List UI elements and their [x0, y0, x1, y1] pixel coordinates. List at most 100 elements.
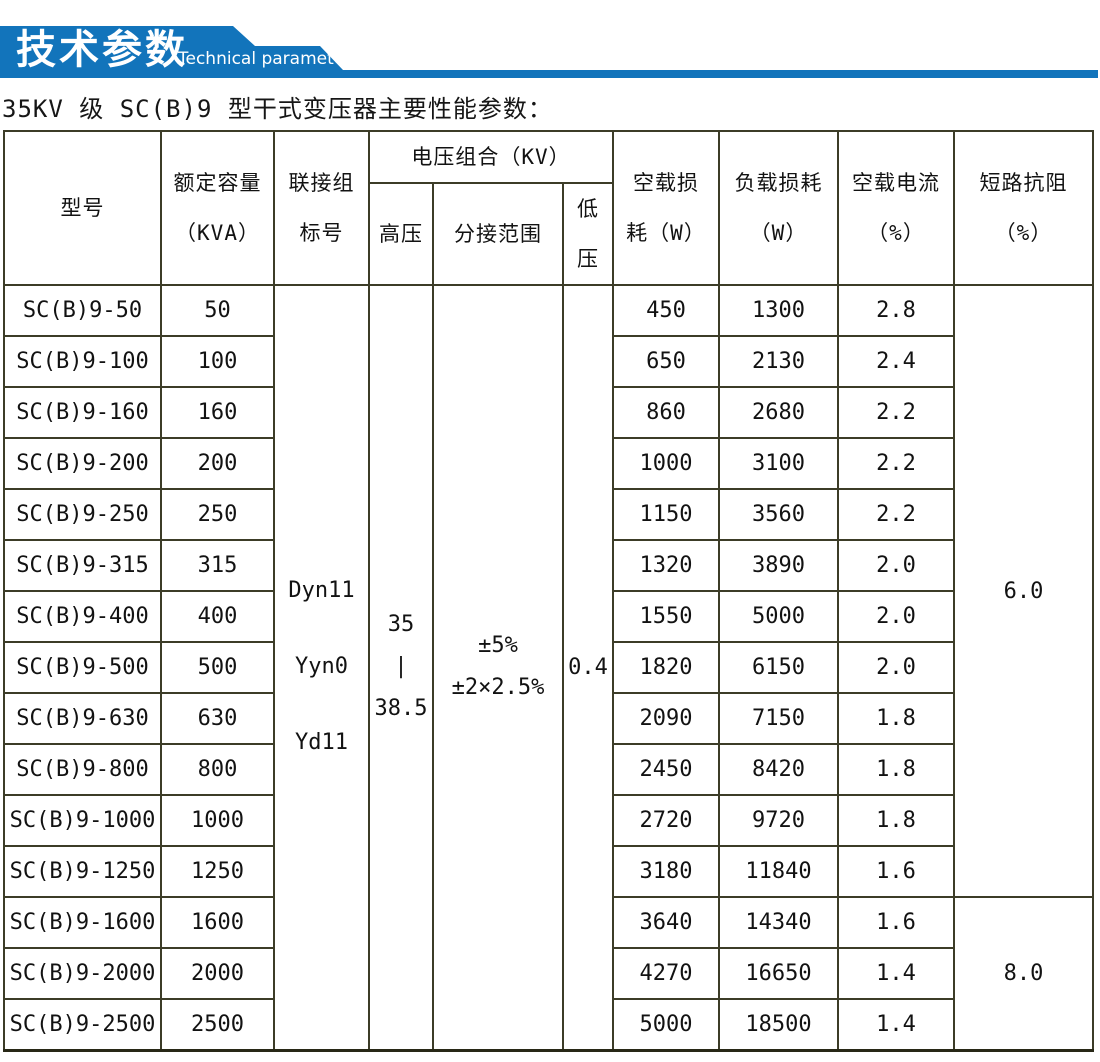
capacity-cell: 500: [160, 641, 275, 694]
header-hv: 高压: [368, 182, 434, 286]
model-cell: SC(B)9-1600: [3, 896, 162, 949]
no-load-loss-cell: 1320: [612, 539, 720, 592]
no-load-current-cell: 1.6: [837, 845, 955, 898]
no-load-current-cell: 2.0: [837, 539, 955, 592]
no-load-current-cell: 2.2: [837, 386, 955, 439]
load-loss-cell: 6150: [718, 641, 839, 694]
load-loss-cell: 14340: [718, 896, 839, 949]
header-capacity: 额定容量 （KVA）: [160, 130, 275, 286]
capacity-cell: 160: [160, 386, 275, 439]
lv-cell: 0.4: [562, 284, 614, 1051]
capacity-cell: 200: [160, 437, 275, 490]
model-cell: SC(B)9-100: [3, 335, 162, 388]
hv-cell: 35 | 38.5: [368, 284, 434, 1051]
capacity-cell: 1000: [160, 794, 275, 847]
header-lv: 低 压: [562, 182, 614, 286]
table-row: SC(B)9-400 400 1550 5000 2.0: [3, 590, 1093, 643]
load-loss-cell: 8420: [718, 743, 839, 796]
capacity-cell: 2500: [160, 998, 275, 1051]
model-cell: SC(B)9-800: [3, 743, 162, 796]
load-loss-cell: 2130: [718, 335, 839, 388]
capacity-cell: 100: [160, 335, 275, 388]
connection-group-cell: Dyn11 Yyn0 Yd11: [273, 284, 370, 1051]
no-load-loss-cell: 3180: [612, 845, 720, 898]
no-load-current-cell: 1.6: [837, 896, 955, 949]
banner-subtitle: Technical parameter: [178, 49, 352, 69]
header-tap-range: 分接范围: [432, 182, 564, 286]
header-no-load-loss: 空载损 耗（W）: [612, 130, 720, 286]
header-load-loss: 负载损耗 （W）: [718, 130, 839, 286]
table-row: SC(B)9-315 315 1320 3890 2.0: [3, 539, 1093, 592]
model-cell: SC(B)9-50: [3, 284, 162, 337]
no-load-current-cell: 2.0: [837, 590, 955, 643]
no-load-loss-cell: 3640: [612, 896, 720, 949]
no-load-loss-cell: 1150: [612, 488, 720, 541]
load-loss-cell: 16650: [718, 947, 839, 1000]
table-row: SC(B)9-250 250 1150 3560 2.2: [3, 488, 1093, 541]
load-loss-cell: 5000: [718, 590, 839, 643]
header-row-1: 型号 额定容量 （KVA） 联接组 标号 电压组合（KV） 空载损 耗（W） 负…: [3, 130, 1094, 286]
no-load-loss-cell: 450: [612, 284, 720, 337]
load-loss-cell: 3890: [718, 539, 839, 592]
model-cell: SC(B)9-1000: [3, 794, 162, 847]
table-row: SC(B)9-800 800 2450 8420 1.8: [3, 743, 1093, 796]
table-row: SC(B)9-1250 1250 3180 11840 1.6: [3, 845, 1093, 898]
tap-range-cell: ±5% ±2×2.5%: [432, 284, 564, 1051]
capacity-cell: 315: [160, 539, 275, 592]
no-load-current-cell: 2.2: [837, 488, 955, 541]
impedance-cell: 6.0: [953, 284, 1094, 898]
table-row: SC(B)9-500 500 1820 6150 2.0: [3, 641, 1093, 694]
model-cell: SC(B)9-160: [3, 386, 162, 439]
capacity-cell: 2000: [160, 947, 275, 1000]
table-row: SC(B)9-2500 2500 5000 18500 1.4: [3, 998, 1093, 1051]
model-cell: SC(B)9-1250: [3, 845, 162, 898]
page-title: 35KV 级 SC(B)9 型干式变压器主要性能参数：: [2, 95, 553, 123]
no-load-loss-cell: 1550: [612, 590, 720, 643]
model-cell: SC(B)9-2000: [3, 947, 162, 1000]
load-loss-cell: 1300: [718, 284, 839, 337]
no-load-loss-cell: 650: [612, 335, 720, 388]
model-cell: SC(B)9-500: [3, 641, 162, 694]
table-row: SC(B)9-200 200 1000 3100 2.2: [3, 437, 1093, 490]
capacity-cell: 800: [160, 743, 275, 796]
model-cell: SC(B)9-630: [3, 692, 162, 745]
section-banner: 技术参数 Technical parameter: [0, 26, 1098, 78]
no-load-loss-cell: 2450: [612, 743, 720, 796]
no-load-loss-cell: 5000: [612, 998, 720, 1051]
load-loss-cell: 3100: [718, 437, 839, 490]
load-loss-cell: 3560: [718, 488, 839, 541]
header-no-load-current: 空载电流 （%）: [837, 130, 955, 286]
header-connection-group: 联接组 标号: [273, 130, 370, 286]
table-row: SC(B)9-630 630 2090 7150 1.8: [3, 692, 1093, 745]
header-model: 型号: [3, 130, 162, 286]
model-cell: SC(B)9-250: [3, 488, 162, 541]
no-load-current-cell: 1.8: [837, 692, 955, 745]
header-impedance: 短路抗阻 （%）: [953, 130, 1094, 286]
impedance-cell: 8.0: [953, 896, 1094, 1051]
table-row: SC(B)9-100 100 650 2130 2.4: [3, 335, 1093, 388]
capacity-cell: 50: [160, 284, 275, 337]
table-row: SC(B)9-160 160 860 2680 2.2: [3, 386, 1093, 439]
spec-table: 型号 额定容量 （KVA） 联接组 标号 电压组合（KV） 空载损 耗（W） 负…: [3, 130, 1094, 1052]
no-load-current-cell: 2.8: [837, 284, 955, 337]
no-load-loss-cell: 1000: [612, 437, 720, 490]
no-load-loss-cell: 4270: [612, 947, 720, 1000]
model-cell: SC(B)9-200: [3, 437, 162, 490]
capacity-cell: 400: [160, 590, 275, 643]
banner-title: 技术参数: [16, 27, 188, 73]
load-loss-cell: 11840: [718, 845, 839, 898]
no-load-current-cell: 1.8: [837, 794, 955, 847]
table-row: SC(B)9-1600 1600 3640 14340 1.6 8.0: [3, 896, 1094, 1051]
header-row-2: 高压 分接范围 低 压: [4, 182, 1093, 286]
no-load-loss-cell: 2720: [612, 794, 720, 847]
no-load-loss-cell: 2090: [612, 692, 720, 745]
no-load-current-cell: 2.4: [837, 335, 955, 388]
table-row: SC(B)9-1000 1000 2720 9720 1.8: [3, 794, 1093, 847]
capacity-cell: 1250: [160, 845, 275, 898]
no-load-current-cell: 1.4: [837, 947, 955, 1000]
capacity-cell: 250: [160, 488, 275, 541]
no-load-loss-cell: 1820: [612, 641, 720, 694]
no-load-current-cell: 1.4: [837, 998, 955, 1051]
no-load-current-cell: 2.2: [837, 437, 955, 490]
